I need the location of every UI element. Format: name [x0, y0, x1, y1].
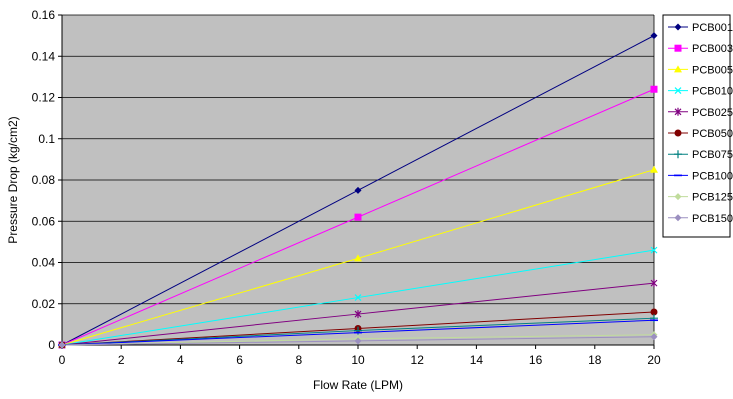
x-tick-label: 16	[529, 353, 543, 367]
legend-label: PCB100	[692, 170, 733, 182]
legend-marker	[674, 87, 682, 95]
data-point	[650, 279, 658, 288]
data-point	[354, 186, 362, 194]
x-tick-label: 2	[118, 353, 125, 367]
data-point	[354, 337, 362, 345]
data-point	[650, 308, 658, 316]
legend-label: PCB050	[692, 128, 733, 140]
legend-item: PCB100	[668, 170, 733, 182]
data-point	[354, 213, 362, 221]
x-tick-label: 18	[588, 353, 602, 367]
legend-item: PCB150	[668, 213, 733, 225]
legend-marker	[674, 65, 682, 73]
legend-label: PCB001	[692, 22, 733, 34]
legend-item: PCB025	[668, 107, 733, 119]
y-tick-label: 0.04	[32, 256, 56, 270]
data-point	[354, 254, 362, 262]
legend-item: PCB005	[668, 64, 733, 76]
data-point	[354, 294, 362, 301]
series-pcb025	[58, 279, 658, 349]
x-tick-label: 12	[411, 353, 425, 367]
legend-item: PCB001	[668, 22, 733, 34]
x-axis-title: Flow Rate (LPM)	[313, 378, 403, 392]
y-tick-label: 0.1	[38, 132, 55, 146]
x-tick-label: 14	[470, 353, 484, 367]
x-tick-label: 20	[647, 353, 661, 367]
legend-label: PCB005	[692, 64, 733, 76]
x-tick-label: 10	[351, 353, 365, 367]
legend-label: PCB025	[692, 107, 733, 119]
legend-label: PCB003	[692, 43, 733, 55]
data-point	[650, 165, 658, 173]
y-tick-label: 0.02	[32, 297, 56, 311]
legend-marker	[674, 44, 682, 52]
data-point	[650, 246, 658, 254]
legend-marker	[674, 214, 682, 222]
legend-label: PCB010	[692, 86, 733, 98]
series-pcb150	[58, 333, 658, 349]
y-tick-label: 0.08	[32, 173, 56, 187]
series-lines	[58, 32, 658, 349]
x-tick-label: 8	[295, 353, 302, 367]
axes: 0 0.02 0.04 0.06 0.08 0.1 0.12 0.14 0.16 0 2 4 6 8 10 1…	[32, 8, 661, 367]
legend-marker	[674, 23, 682, 31]
legend-label: PCB150	[692, 213, 733, 225]
y-tick-label: 0.12	[32, 91, 56, 105]
legend-item: PCB003	[668, 43, 733, 55]
data-point	[650, 333, 658, 341]
legend-item: PCB050	[668, 128, 733, 140]
y-tick-label: 0.14	[32, 49, 56, 63]
x-tick-label: 0	[59, 353, 66, 367]
x-tick-label: 4	[177, 353, 184, 367]
x-tick-label: 6	[236, 353, 243, 367]
legend-marker	[674, 107, 682, 116]
data-point	[354, 310, 362, 319]
y-tick-label: 0.06	[32, 214, 56, 228]
data-point	[650, 32, 658, 40]
legend-box	[662, 14, 731, 238]
legend-label: PCB125	[692, 192, 733, 204]
data-point	[650, 85, 658, 93]
legend-item: PCB125	[668, 192, 733, 204]
y-axis-title: Pressure Drop (kg/cm2)	[6, 116, 20, 243]
legend-item: PCB075	[668, 149, 733, 161]
legend: PCB001 PCB003 PCB005 PCB010 PCB025 PCB050 PCB0…	[662, 14, 733, 238]
data-point	[58, 341, 66, 349]
legend-marker	[674, 129, 682, 137]
y-tick-label: 0	[48, 338, 55, 352]
legend-label: PCB075	[692, 149, 733, 161]
legend-marker	[674, 150, 682, 159]
y-tick-label: 0.16	[32, 8, 56, 22]
legend-item: PCB010	[668, 86, 733, 98]
legend-marker	[674, 193, 682, 201]
